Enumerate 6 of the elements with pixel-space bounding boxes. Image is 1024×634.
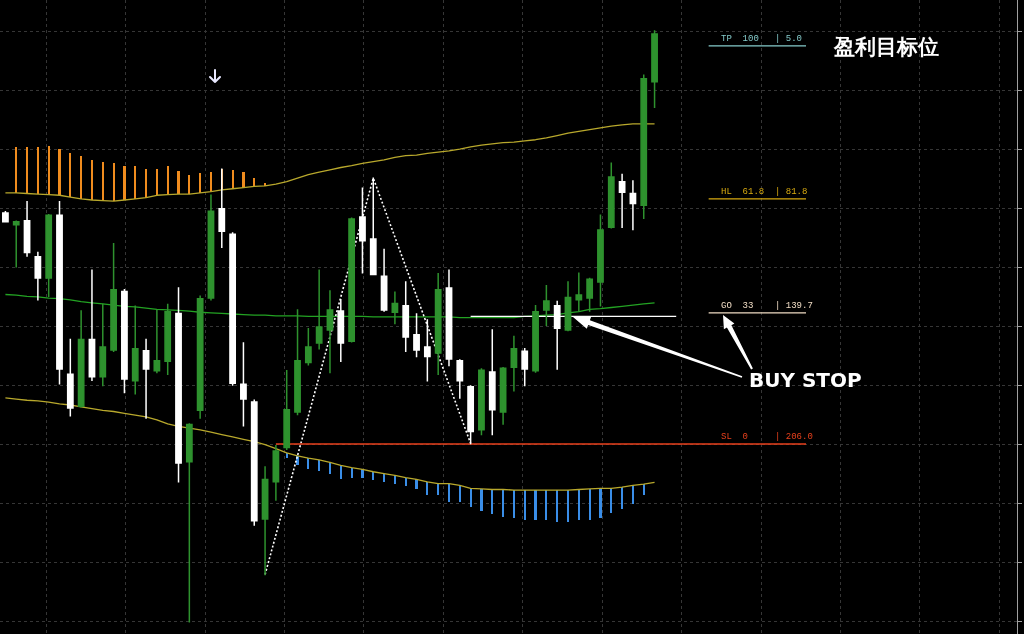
annotation: BUY STOP	[749, 368, 862, 392]
series-label: TP 100 | 5.0	[721, 34, 803, 44]
series-label: HL 61.8 | 81.8	[721, 187, 808, 197]
series-label: SL 0 | 206.0	[721, 432, 813, 442]
annotation: 盈利目标位	[833, 35, 939, 59]
series-label: GO 33 | 139.7	[721, 301, 813, 311]
